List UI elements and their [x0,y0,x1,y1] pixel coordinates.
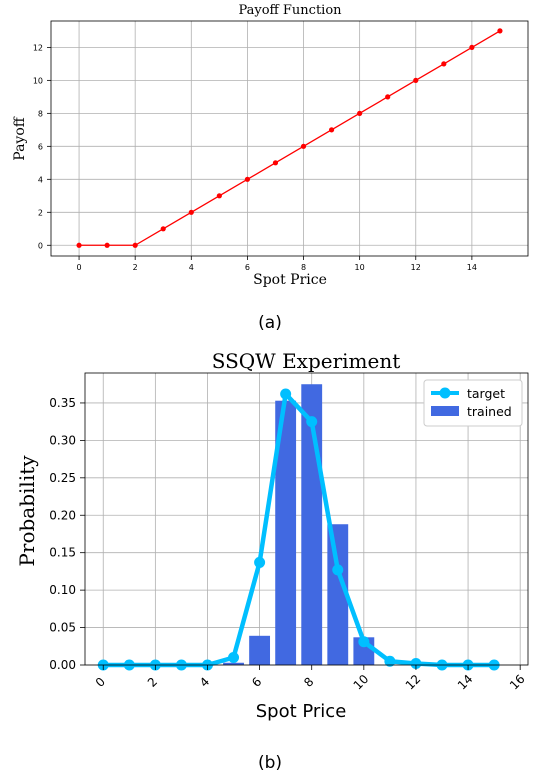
target-point [332,564,344,576]
chart-b-bars [223,384,375,665]
payoff-point [357,110,363,116]
chart-b-x-tick-label: 16 [507,672,528,693]
payoff-point [469,44,475,50]
chart-b-x-axis-label: Spot Price [256,701,347,722]
chart-b-title: SSQW Experiment [212,349,401,373]
chart-a-x-tick-label: 6 [245,263,250,272]
chart-b-y-tick-label: 0.25 [49,471,76,485]
chart-b-x-tick-label: 12 [403,672,424,693]
legend-trained-swatch [431,406,459,416]
chart-a-x-tick-label: 2 [133,263,138,272]
trained-bar [223,662,244,665]
payoff-point [272,160,279,166]
target-point [358,636,370,648]
target-point [280,388,292,400]
chart-a-x-tick-label: 14 [467,263,477,272]
target-point [306,416,318,428]
chart-b-y-axis-label: Probability [15,455,39,567]
target-point [254,556,266,568]
payoff-point [385,94,391,100]
chart-a-x-axis-label: Spot Price [253,272,327,288]
chart-b-x-tick-label: 0 [93,675,108,690]
chart-a-x-tick-label: 10 [355,263,365,272]
chart-b-caption: (b) [258,753,282,773]
chart-b-x-tick-label: 6 [249,675,264,690]
chart-a-frame [50,20,529,257]
chart-a-y-tick-label: 12 [33,43,43,52]
target-point [410,658,422,670]
legend-target-swatch-marker [439,387,451,399]
chart-a-y-ticks: 0 2 4 6 8 10 12 [33,43,51,250]
trained-bar [275,400,297,665]
chart-a-y-tick-label: 6 [38,142,43,151]
payoff-point [300,143,307,149]
chart-b-y-tick-label: 0.10 [49,583,76,597]
payoff-point [413,77,419,83]
ssqw-chart: SSQW Experiment 0 2 4 6 8 10 12 14 16 0.000.050.… [15,349,529,773]
chart-a-x-tick-label: 4 [189,263,194,272]
target-point [384,655,396,667]
payoff-chart: Payoff Function 0 2 4 6 8 10 12 14 0 2 4 6 8 10 12 Sp… [12,3,529,333]
chart-a-title: Payoff Function [238,3,342,18]
chart-b-frame [84,372,529,666]
chart-b-y-tick-label: 0.00 [49,658,76,672]
chart-b-x-tick-label: 14 [455,672,476,693]
payoff-point [132,242,138,248]
payoff-point [328,127,335,133]
target-point [228,652,240,664]
chart-b-y-tick-label: 0.20 [49,508,76,522]
legend-target-label: target [467,386,505,401]
chart-a-series [76,28,503,248]
chart-b-x-tick-label: 8 [301,675,316,690]
chart-b-y-tick-label: 0.15 [49,546,76,560]
trained-bar [327,524,349,665]
legend-trained-label: trained [467,404,512,419]
chart-b-target-line [97,388,500,671]
chart-b-y-tick-label: 0.30 [49,433,76,447]
trained-bar [249,635,271,665]
payoff-point [244,176,251,182]
chart-a-x-ticks: 0 2 4 6 8 10 12 14 [77,256,477,272]
chart-a-x-tick-label: 12 [411,263,421,272]
payoff-point [188,209,194,215]
chart-a-grid [51,21,528,256]
payoff-line [79,30,501,246]
payoff-point [497,28,503,34]
payoff-point [216,193,222,199]
chart-b-y-ticks: 0.00 0.05 0.10 0.15 0.20 0.25 0.30 0.35 [49,396,85,672]
payoff-point [441,61,447,67]
chart-b-y-tick-label: 0.05 [49,621,76,635]
chart-a-x-tick-label: 0 [77,263,82,272]
chart-a-y-tick-label: 10 [33,76,43,85]
chart-a-y-tick-label: 0 [38,241,43,250]
chart-b-legend: target trained [423,379,523,427]
chart-a-y-tick-label: 8 [38,109,43,118]
payoff-point [76,242,82,248]
chart-a-x-tick-label: 8 [301,263,306,272]
chart-b-x-tick-label: 2 [145,675,160,690]
chart-a-y-tick-label: 4 [38,175,43,184]
chart-a-y-axis-label: Payoff [12,116,28,160]
chart-a-y-tick-label: 2 [38,208,43,217]
chart-b-x-tick-label: 4 [197,675,212,690]
target-line [103,391,495,668]
chart-a-caption: (a) [258,313,282,333]
payoff-point [160,226,166,232]
payoff-point [104,242,110,248]
chart-b-y-tick-label: 0.35 [49,396,76,410]
chart-b-x-tick-label: 10 [351,672,372,693]
